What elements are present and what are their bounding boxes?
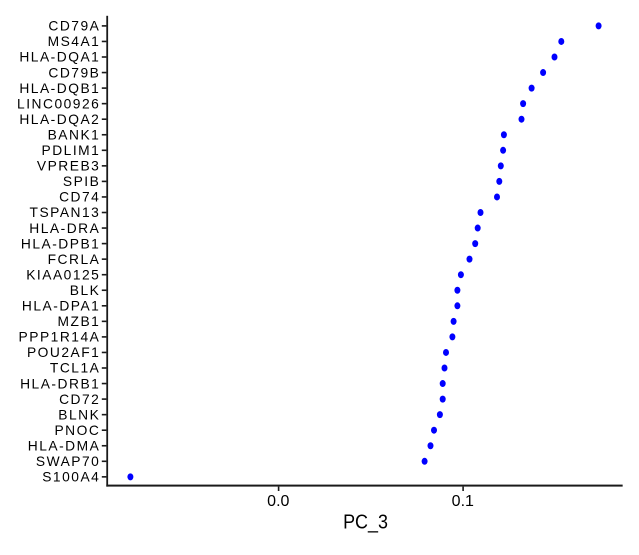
svg-text:TCL1A: TCL1A (50, 361, 100, 376)
svg-text:PDLIM1: PDLIM1 (42, 143, 101, 158)
svg-text:BLK: BLK (70, 283, 101, 298)
svg-text:MZB1: MZB1 (58, 314, 101, 329)
svg-text:SWAP70: SWAP70 (36, 454, 100, 469)
svg-text:0.0: 0.0 (267, 493, 289, 510)
svg-text:VPREB3: VPREB3 (37, 159, 100, 174)
svg-text:HLA-DRB1: HLA-DRB1 (20, 376, 100, 391)
svg-text:BANK1: BANK1 (48, 127, 101, 142)
svg-text:PC_3: PC_3 (343, 512, 388, 534)
svg-text:MS4A1: MS4A1 (48, 34, 101, 49)
svg-text:KIAA0125: KIAA0125 (26, 267, 100, 282)
svg-text:POU2AF1: POU2AF1 (27, 345, 100, 360)
svg-text:HLA-DQA1: HLA-DQA1 (19, 50, 100, 65)
svg-text:HLA-DPB1: HLA-DPB1 (21, 236, 100, 251)
svg-text:PNOC: PNOC (54, 423, 100, 438)
svg-text:HLA-DRA: HLA-DRA (29, 221, 100, 236)
svg-text:CD79B: CD79B (48, 65, 100, 80)
svg-text:SPIB: SPIB (63, 174, 100, 189)
svg-text:HLA-DMA: HLA-DMA (28, 438, 101, 453)
svg-text:CD72: CD72 (59, 392, 100, 407)
svg-text:HLA-DQB1: HLA-DQB1 (19, 81, 100, 96)
svg-text:FCRLA: FCRLA (48, 252, 101, 267)
svg-text:S100A4: S100A4 (42, 470, 100, 485)
svg-text:TSPAN13: TSPAN13 (30, 205, 101, 220)
svg-text:HLA-DQA2: HLA-DQA2 (19, 112, 100, 127)
svg-text:LINC00926: LINC00926 (17, 96, 100, 111)
svg-text:CD79A: CD79A (48, 19, 100, 34)
svg-text:CD74: CD74 (59, 190, 100, 205)
svg-text:PPP1R14A: PPP1R14A (19, 330, 101, 345)
svg-text:HLA-DPA1: HLA-DPA1 (22, 299, 100, 314)
svg-text:BLNK: BLNK (58, 407, 100, 422)
svg-text:0.1: 0.1 (452, 493, 474, 510)
